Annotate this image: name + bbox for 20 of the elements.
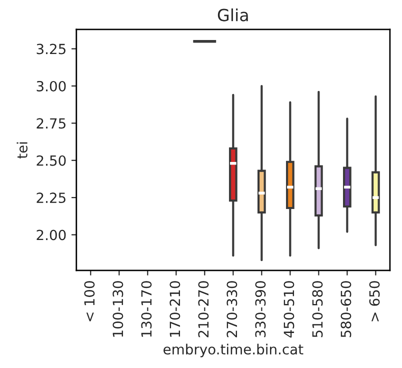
y-tick-label: 2.25 [36,192,66,204]
x-tick-label: 100-130 [112,281,124,337]
x-axis-title: embryo.time.bin.cat [164,344,304,358]
x-tick-label: 130-170 [141,281,152,337]
x-tick-label: 580-650 [340,281,352,338]
x-tick-label: 330-390 [255,281,266,338]
chart-title: Glia [218,8,248,22]
x-tick-label: > 650 [369,281,380,322]
y-axis-title: tei [16,142,28,159]
x-tick-label: 450-510 [284,281,294,338]
y-tick-label: 3.00 [36,80,66,92]
x-tick-label: < 100 [84,281,95,322]
y-tick-label: 3.25 [36,44,66,54]
x-tick-label: 170-210 [170,281,180,337]
y-tick-label: 2.50 [36,155,66,166]
x-tick-label: 270-330 [226,281,238,338]
y-tick-label: 2.00 [36,230,66,240]
x-tick-label: 510-580 [312,281,323,338]
x-tick-label: 210-270 [198,281,209,338]
y-tick-label: 2.75 [36,118,66,129]
